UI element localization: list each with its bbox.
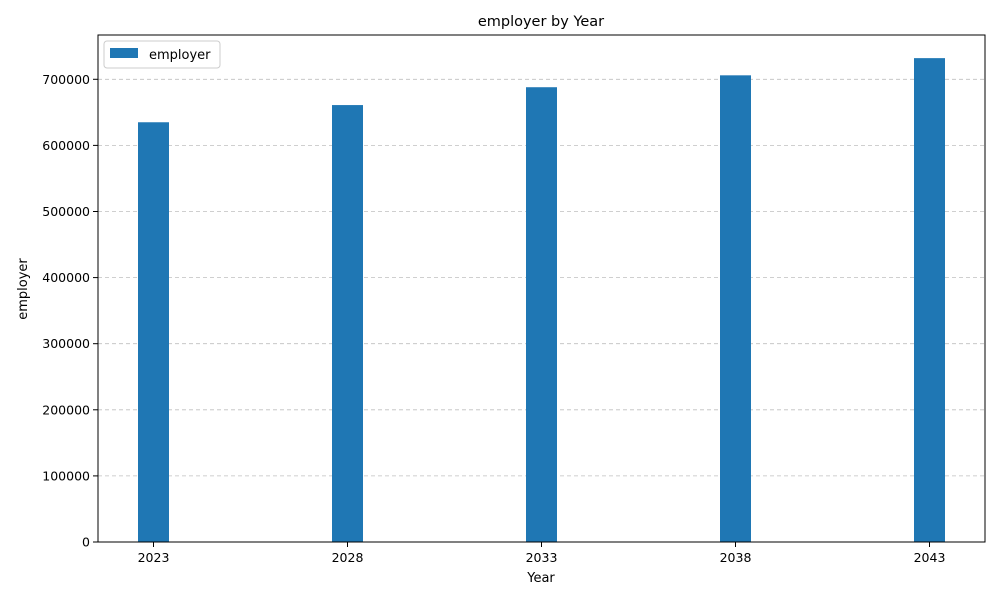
x-axis-label: Year — [526, 571, 555, 586]
y-axis: 0 100000 200000 300000 400000 500000 600000 700… — [42, 72, 98, 550]
y-tick-label: 700000 — [42, 72, 90, 87]
x-axis: 2023 2028 2033 2038 2043 — [138, 542, 946, 565]
bars — [138, 58, 945, 543]
y-tick-label: 100000 — [42, 468, 90, 483]
bar — [914, 58, 945, 543]
bar — [138, 122, 169, 542]
legend: employer — [103, 40, 221, 69]
y-axis-label: employer — [16, 258, 31, 320]
x-tick-label: 2038 — [720, 550, 752, 565]
y-tick-label: 0 — [82, 535, 90, 550]
x-tick-label: 2023 — [138, 550, 170, 565]
bar — [526, 87, 557, 542]
chart-title: employer by Year — [478, 14, 604, 30]
bar — [720, 75, 751, 543]
y-tick-label: 600000 — [42, 138, 90, 153]
y-tick-label: 500000 — [42, 204, 90, 219]
x-tick-label: 2043 — [914, 550, 946, 565]
legend-swatch — [110, 48, 138, 58]
y-tick-label: 300000 — [42, 336, 90, 351]
legend-box — [103, 40, 221, 69]
legend-label: employer — [149, 48, 211, 63]
y-tick-label: 200000 — [42, 402, 90, 417]
x-tick-label: 2028 — [332, 550, 364, 565]
bar — [332, 105, 363, 542]
y-tick-label: 400000 — [42, 270, 90, 285]
x-tick-label: 2033 — [526, 550, 558, 565]
